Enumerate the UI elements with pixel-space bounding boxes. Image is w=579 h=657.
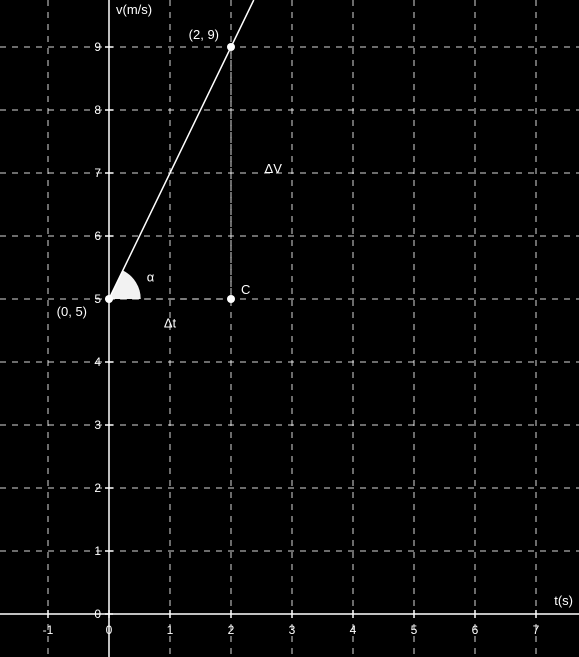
y-tick-label: 4 — [94, 355, 101, 369]
y-tick-label: 2 — [94, 481, 101, 495]
point-label: (2, 9) — [189, 27, 219, 42]
y-tick-label: 9 — [94, 40, 101, 54]
annotation-label: ΔV — [265, 161, 283, 176]
y-tick-label: 6 — [94, 229, 101, 243]
x-tick-label: 0 — [106, 623, 113, 637]
y-tick-label: 8 — [94, 103, 101, 117]
x-tick-label: 4 — [350, 623, 357, 637]
x-axis-label: t(s) — [554, 593, 573, 608]
y-tick-label: 0 — [94, 607, 101, 621]
point-label: (0, 5) — [57, 304, 87, 319]
data-point — [227, 43, 235, 51]
annotation-label: α — [147, 269, 155, 284]
x-tick-label: 2 — [228, 623, 235, 637]
x-tick-label: 6 — [472, 623, 479, 637]
x-tick-label: -1 — [43, 623, 54, 637]
x-tick-label: 1 — [167, 623, 174, 637]
y-tick-label: 1 — [94, 544, 101, 558]
angle-arc — [109, 271, 141, 299]
data-point — [227, 295, 235, 303]
x-tick-label: 3 — [289, 623, 296, 637]
x-tick-label: 7 — [533, 623, 540, 637]
x-tick-label: 5 — [411, 623, 418, 637]
y-axis-label: v(m/s) — [116, 2, 152, 17]
annotation-label: Δt — [164, 315, 177, 330]
data-point — [105, 295, 113, 303]
y-tick-label: 5 — [94, 292, 101, 306]
point-label: C — [241, 282, 250, 297]
y-tick-label: 3 — [94, 418, 101, 432]
y-tick-label: 7 — [94, 166, 101, 180]
physics-vt-chart: 0 1 2 3 4 5 6 7 8 9 -1 0 1 2 3 4 5 6 7 v(m/s) t(s) (0, 5) (2, … — [0, 0, 579, 657]
